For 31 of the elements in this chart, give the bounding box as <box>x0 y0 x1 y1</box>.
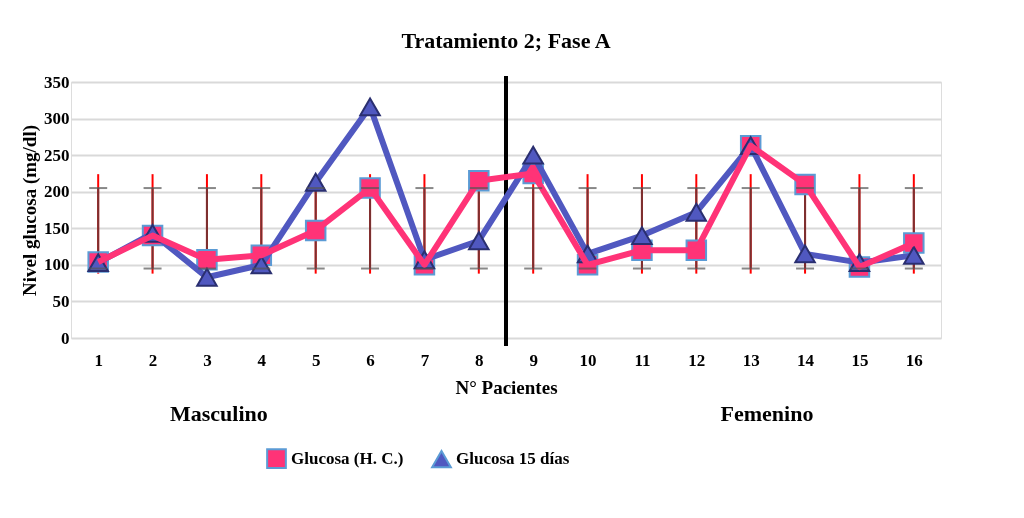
x-tick-label: 1 <box>94 350 103 370</box>
x-tick-label: 4 <box>257 350 267 370</box>
x-tick-label: 12 <box>688 350 706 370</box>
x-tick-label: 3 <box>203 350 212 370</box>
x-tick-label: 11 <box>634 350 651 370</box>
x-tick-label: 9 <box>529 350 538 370</box>
legend-label: Glucosa 15 días <box>456 449 570 469</box>
y-tick-label: 250 <box>44 145 70 165</box>
text: Femenino <box>720 401 814 426</box>
x-tick-label: 7 <box>420 350 430 370</box>
x-tick-label: 2 <box>148 350 158 370</box>
x-tick-label: 6 <box>366 350 375 370</box>
y-tick-label: 300 <box>44 109 70 129</box>
x-tick-label: 15 <box>851 350 869 370</box>
y-tick-label: 0 <box>61 328 70 348</box>
chart-title: Tratamiento 2; Fase A <box>401 28 611 53</box>
x-tick-label: 5 <box>311 350 321 370</box>
x-tick-label: 8 <box>475 350 484 370</box>
x-tick-label: 10 <box>579 350 597 370</box>
x-tick-label: 16 <box>905 350 923 370</box>
y-tick-label: 200 <box>44 182 70 202</box>
legend-label: Glucosa (H. C.) <box>291 448 404 468</box>
text: Masculino <box>170 401 268 426</box>
y-tick-label: 100 <box>44 255 70 275</box>
x-tick-label: 13 <box>742 350 760 370</box>
y-tick-label: 150 <box>44 218 70 238</box>
y-tick-label: 50 <box>52 291 70 311</box>
y-tick-label: 350 <box>44 72 70 92</box>
x-axis-title: N° Pacientes <box>455 376 558 398</box>
y-axis-title: Nivel glucosa (mg/dl) <box>19 125 41 296</box>
x-tick-label: 14 <box>797 350 815 370</box>
